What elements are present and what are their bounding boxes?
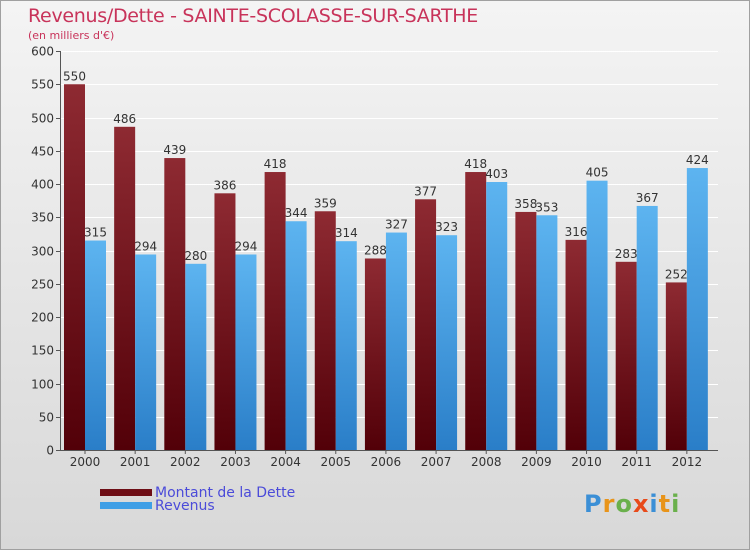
- bar-revenue: [385, 232, 407, 450]
- data-label-revenue: 403: [485, 167, 508, 181]
- bar-revenue: [486, 182, 508, 450]
- y-tick-label: 600: [31, 45, 54, 59]
- logo-letter: t: [658, 490, 672, 518]
- bar-revenue: [135, 254, 157, 450]
- data-label-debt: 283: [615, 247, 638, 261]
- data-label-revenue: 323: [435, 220, 458, 234]
- data-label-debt: 386: [214, 178, 237, 192]
- x-tick-label: 2009: [521, 455, 552, 469]
- data-label-debt: 418: [264, 157, 287, 171]
- logo-letter: o: [615, 490, 633, 518]
- data-label-debt: 486: [113, 112, 136, 126]
- bar-debt: [364, 258, 386, 450]
- chart-subtitle: (en milliers d'€): [28, 29, 115, 42]
- data-label-debt: 418: [464, 157, 487, 171]
- y-tick-label: 450: [31, 145, 54, 159]
- data-label-debt: 550: [63, 69, 86, 83]
- data-label-debt: 377: [414, 184, 437, 198]
- bar-revenue: [636, 205, 658, 450]
- y-tick-label: 150: [31, 344, 54, 358]
- data-label-revenue: 314: [335, 226, 358, 240]
- y-tick-label: 350: [31, 211, 54, 225]
- x-tick-label: 2012: [672, 455, 703, 469]
- legend-swatch-revenue: [100, 502, 152, 509]
- bar-revenue: [185, 263, 207, 450]
- y-tick-label: 400: [31, 178, 54, 192]
- bar-debt: [415, 199, 437, 450]
- data-label-debt: 359: [314, 196, 337, 210]
- x-tick-label: 2008: [471, 455, 502, 469]
- bar-revenue: [285, 221, 307, 450]
- legend-label-revenue: Revenus: [155, 498, 215, 514]
- data-label-revenue: 294: [235, 239, 258, 253]
- x-tick-label: 2003: [220, 455, 251, 469]
- y-tick-label: 500: [31, 112, 54, 126]
- data-label-revenue: 344: [285, 206, 308, 220]
- data-label-revenue: 424: [686, 153, 709, 167]
- x-tick-label: 2001: [120, 455, 151, 469]
- bar-debt: [665, 282, 687, 450]
- legend-swatch-debt: [100, 489, 152, 496]
- logo-letter: i: [649, 490, 659, 518]
- data-label-revenue: 367: [636, 191, 659, 205]
- bar-debt: [64, 84, 85, 450]
- bar-debt: [264, 172, 286, 450]
- bar-debt: [114, 126, 136, 450]
- bar-revenue: [436, 235, 458, 450]
- y-tick-label: 200: [31, 311, 54, 325]
- bar-debt: [164, 158, 186, 450]
- bar-debt: [565, 239, 587, 450]
- bar-debt: [314, 211, 336, 450]
- x-tick-label: 2005: [320, 455, 351, 469]
- x-tick-label: 2000: [70, 455, 101, 469]
- logo-letter: x: [632, 490, 650, 518]
- y-tick-label: 550: [31, 78, 54, 92]
- bar-revenue: [235, 254, 257, 450]
- data-label-debt: 288: [364, 243, 387, 257]
- x-tick-label: 2002: [170, 455, 201, 469]
- data-label-revenue: 327: [385, 218, 408, 232]
- chart-title: Revenus/Dette - SAINTE-SCOLASSE-SUR-SART…: [28, 5, 478, 27]
- data-label-debt: 439: [163, 143, 186, 157]
- x-tick-label: 2006: [371, 455, 402, 469]
- bar-debt: [214, 193, 236, 450]
- data-label-revenue: 294: [134, 239, 157, 253]
- y-tick-label: 300: [31, 245, 54, 259]
- logo-letter: P: [584, 490, 603, 518]
- proxiti-logo: Proxiti: [584, 490, 680, 518]
- logo-letter: i: [671, 490, 681, 518]
- legend-label-debt: Montant de la Dette: [155, 485, 296, 501]
- x-tick-label: 2010: [571, 455, 602, 469]
- y-tick-label: 0: [46, 444, 54, 458]
- data-label-revenue: 280: [184, 249, 207, 263]
- x-tick-label: 2004: [270, 455, 301, 469]
- data-label-debt: 252: [665, 267, 688, 281]
- bar-debt: [465, 172, 487, 450]
- data-label-debt: 316: [565, 225, 588, 239]
- x-tick-label: 2007: [421, 455, 452, 469]
- y-tick-label: 250: [31, 278, 54, 292]
- bar-debt: [615, 261, 637, 450]
- bar-debt: [515, 211, 537, 450]
- bar-revenue: [586, 180, 608, 451]
- bar-revenue: [85, 240, 106, 450]
- bar-revenue: [536, 215, 558, 450]
- data-label-debt: 358: [514, 197, 537, 211]
- logo-letter: r: [602, 490, 616, 518]
- y-tick-label: 100: [31, 378, 54, 392]
- data-label-revenue: 353: [535, 200, 558, 214]
- y-tick-label: 50: [39, 411, 54, 425]
- data-label-revenue: 315: [84, 226, 107, 240]
- bar-revenue: [686, 168, 708, 451]
- bar-revenue: [335, 241, 357, 450]
- x-tick-label: 2011: [621, 455, 652, 469]
- data-label-revenue: 405: [586, 166, 609, 180]
